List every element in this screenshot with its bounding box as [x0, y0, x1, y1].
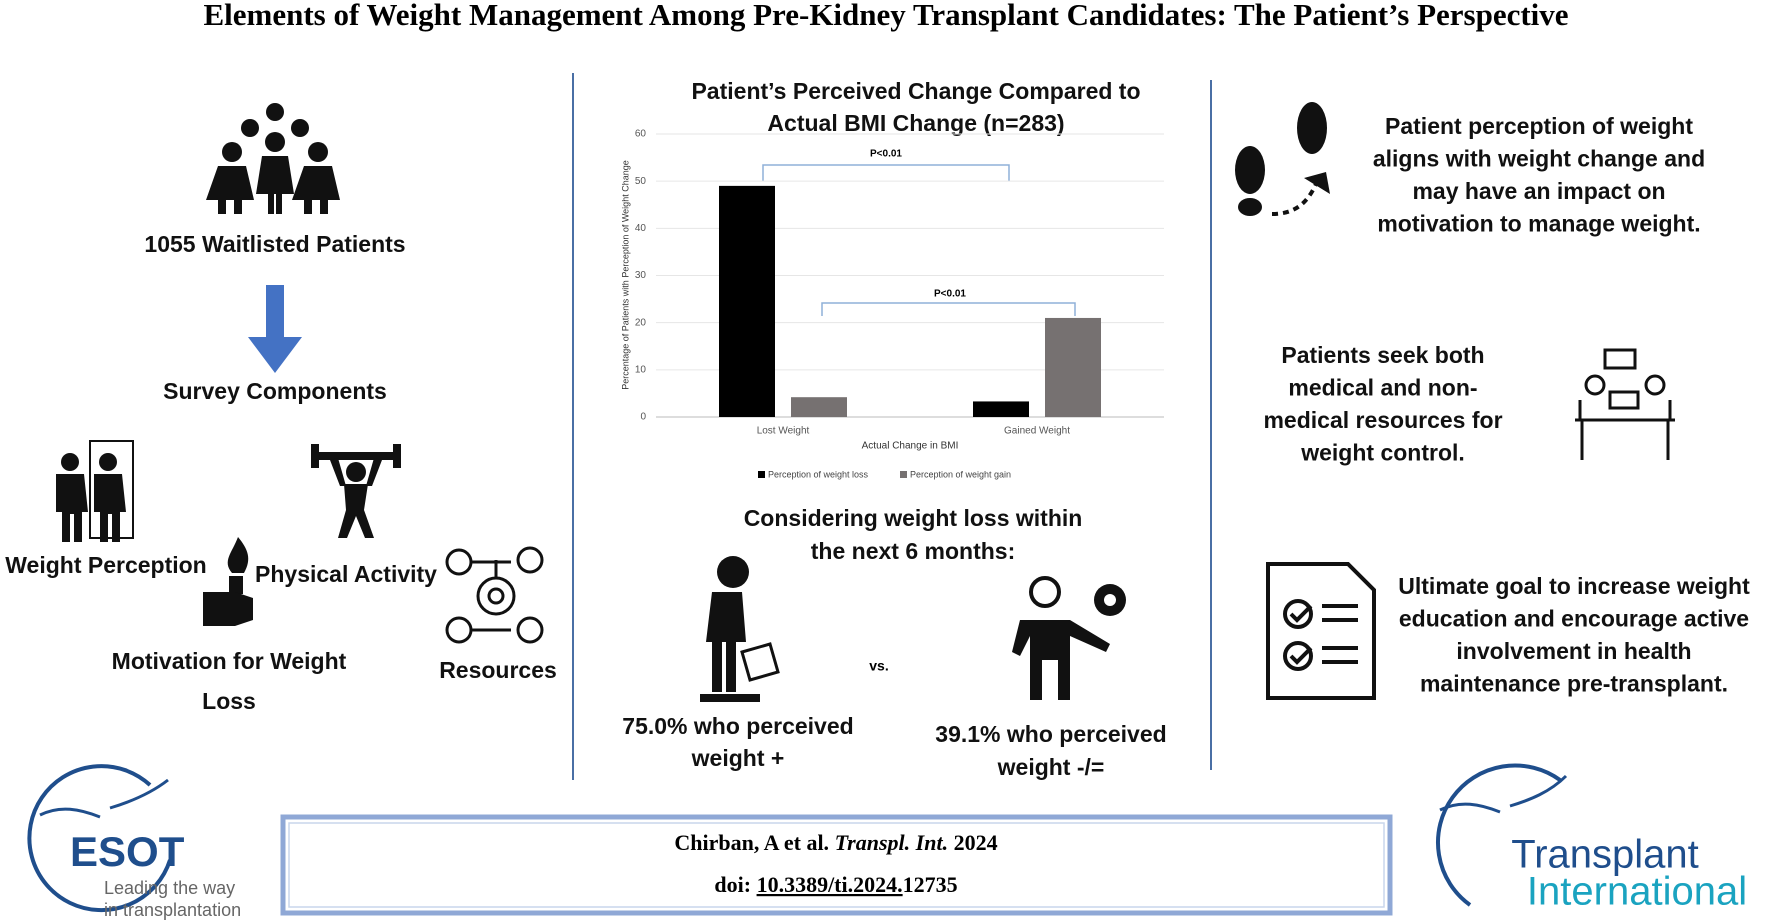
- y-tick-label: 10: [635, 364, 647, 375]
- annotation: P<0.01: [934, 289, 966, 300]
- page-title: Elements of Weight Management Among Pre-…: [203, 0, 1568, 32]
- legend-label: Perception of weight gain: [910, 469, 1011, 479]
- finding-text: Patient perception of weight: [1385, 113, 1693, 139]
- intention-result: weight +: [691, 745, 785, 771]
- y-tick-label: 60: [635, 129, 647, 140]
- finding-text: weight control.: [1300, 440, 1465, 466]
- x-tick-label: Gained Weight: [1004, 426, 1070, 437]
- significance-bracket: [821, 302, 1076, 316]
- y-tick-label: 20: [635, 317, 647, 328]
- esot-logo: ESOT Leading the way in transplantation: [27, 764, 241, 920]
- people-icon: [206, 103, 340, 214]
- year: 2024: [954, 830, 998, 855]
- legend-swatch: [758, 471, 765, 478]
- finding-text: may have an impact on: [1412, 178, 1665, 204]
- component-label: Physical Activity: [255, 561, 437, 587]
- finding-text: Ultimate goal to increase weight: [1398, 573, 1750, 599]
- intention-result: 39.1% who perceived: [935, 721, 1166, 747]
- doi-label: doi:: [714, 872, 751, 897]
- component-label: Loss: [202, 688, 256, 714]
- x-tick-label: Lost Weight: [757, 426, 810, 437]
- motivation-icon: [203, 537, 253, 626]
- logo-text: International: [1527, 870, 1747, 914]
- authors: Chirban, A et al.: [674, 830, 829, 855]
- logo-tagline: Leading the way: [104, 878, 235, 898]
- survey-label: Survey Components: [163, 378, 387, 404]
- doi-link[interactable]: 10.3389/ti.2024.: [757, 872, 903, 897]
- resources-icon: [445, 546, 544, 644]
- chart-title: Patient’s Perceived Change Compared to: [691, 78, 1140, 104]
- chart: Patient’s Perceived Change Compared to A…: [620, 78, 1164, 479]
- intention-heading: Considering weight loss within: [744, 505, 1083, 531]
- component-label: Weight Perception: [5, 552, 207, 578]
- patients-label: 1055 Waitlisted Patients: [144, 231, 405, 257]
- citation: Chirban, A et al. Transpl. Int. 2024: [674, 830, 997, 855]
- doi-rest: 12735: [903, 872, 958, 897]
- footsteps-icon: [1235, 102, 1330, 216]
- y-tick-label: 40: [635, 223, 647, 234]
- finding-text: Patients seek both: [1281, 342, 1484, 368]
- component-label: Motivation for Weight: [112, 648, 347, 674]
- finding-text: involvement in health: [1456, 638, 1691, 664]
- meeting-icon: [1575, 348, 1675, 460]
- finding-text: maintenance pre-transplant.: [1420, 671, 1728, 697]
- chart-title: Actual BMI Change (n=283): [767, 110, 1064, 136]
- finding-text: aligns with weight change and: [1373, 146, 1705, 172]
- logo-text: ESOT: [70, 828, 185, 875]
- finding-text: motivation to manage weight.: [1377, 211, 1700, 237]
- finding-text: education and encourage active: [1399, 606, 1749, 632]
- vs-label: vs.: [869, 658, 888, 674]
- intention-result: weight -/=: [997, 754, 1105, 780]
- legend-swatch: [900, 471, 907, 478]
- bar: [791, 397, 847, 417]
- component-label: Resources: [439, 657, 557, 683]
- idea-person-icon: [1012, 560, 1126, 700]
- journal: Transpl. Int.: [835, 830, 949, 855]
- y-tick-label: 0: [640, 412, 646, 423]
- bar: [1045, 317, 1101, 417]
- logo-text: Transplant: [1511, 833, 1699, 877]
- finding-text: medical and non-: [1288, 375, 1477, 401]
- y-tick-label: 30: [635, 270, 647, 281]
- down-arrow: [248, 285, 302, 373]
- finding-text: medical resources for: [1263, 407, 1502, 433]
- annotation: P<0.01: [870, 149, 902, 160]
- citation-box: [280, 814, 1393, 916]
- y-tick-label: 50: [635, 176, 647, 187]
- y-axis-label: Percentage of Patients with Perception o…: [620, 160, 630, 389]
- citation-box-inner: [288, 822, 1385, 908]
- perception-icon: [56, 440, 134, 542]
- legend-label: Perception of weight loss: [768, 469, 869, 479]
- x-axis-label: Actual Change in BMI: [862, 441, 959, 452]
- intention-result: 75.0% who perceived: [622, 713, 853, 739]
- bar: [719, 185, 775, 417]
- thinking-person-icon: [700, 556, 780, 702]
- checklist-icon: [1266, 562, 1376, 700]
- logo-tagline: in transplantation: [104, 900, 241, 920]
- journal-logo: Transplant International: [1436, 763, 1747, 914]
- activity-icon: [311, 444, 401, 538]
- bar: [973, 401, 1029, 417]
- doi[interactable]: doi: 10.3389/ti.2024.12735: [714, 872, 957, 897]
- findings: Patient perception of weight aligns with …: [1263, 113, 1750, 697]
- intention-heading: the next 6 months:: [811, 538, 1015, 564]
- significance-bracket: [762, 164, 1010, 181]
